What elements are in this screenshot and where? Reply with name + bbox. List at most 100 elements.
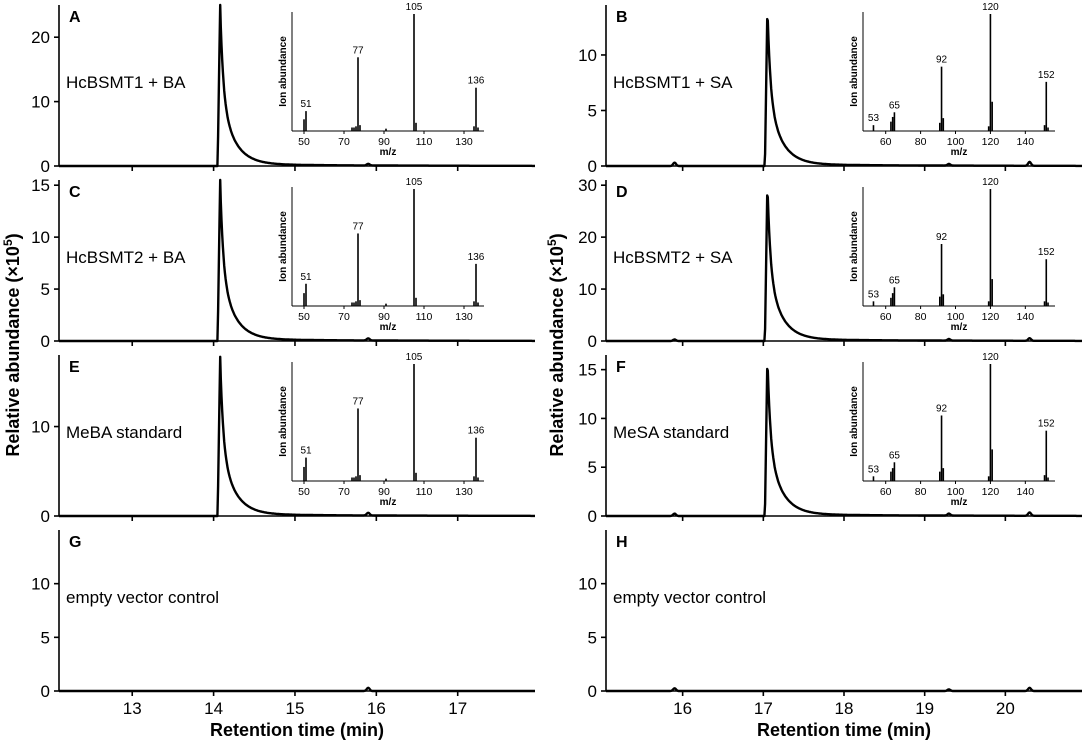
ms-peak-label: 152 xyxy=(1038,247,1055,258)
y-axis-title-left: Relative abundance (×105) xyxy=(1,233,23,456)
y-tick-label: 5 xyxy=(41,280,50,299)
y-axis-title-exponent: 5 xyxy=(545,239,559,246)
mass-spectrum-inset: 50 70 90 110 130 51 77 105 136 Ion abundance m/z xyxy=(278,177,485,333)
ms-x-tick-label: 140 xyxy=(1017,311,1035,323)
sample-label: empty vector control xyxy=(66,588,219,607)
chromatogram-trace xyxy=(605,17,1083,168)
ms-x-tick-label: 50 xyxy=(298,311,310,323)
ms-peak-label: 105 xyxy=(406,2,423,13)
panel-letter: G xyxy=(69,534,81,551)
ms-x-tick-label: 80 xyxy=(915,136,927,148)
ms-y-axis-title: Ion abundance xyxy=(849,386,860,457)
panel-letter: F xyxy=(616,359,626,376)
ms-peak-label: 77 xyxy=(352,396,364,407)
y-tick-label: 10 xyxy=(578,409,597,428)
y-axis-title-exponent: 5 xyxy=(1,239,15,246)
y-tick-label: 15 xyxy=(578,361,597,380)
y-axis-title-main: Relative abundance (×10 xyxy=(547,246,567,457)
ms-x-tick-label: 110 xyxy=(416,486,433,498)
ms-x-axis-title: m/z xyxy=(951,147,968,158)
ms-x-tick-label: 70 xyxy=(338,486,350,498)
y-tick-label: 0 xyxy=(41,332,50,351)
ms-x-tick-label: 80 xyxy=(915,311,927,323)
ms-y-axis-title: Ion abundance xyxy=(278,211,289,282)
y-tick-label: 5 xyxy=(41,628,50,647)
y-tick-label: 10 xyxy=(31,575,50,594)
panel-c: 0 5 10 15 C HcBSMT2 + BA 50 70 90 110 130 51 77 105 13… xyxy=(31,176,536,351)
chromatogram-trace xyxy=(605,367,1083,518)
y-axis-title-close: ) xyxy=(3,233,23,239)
ms-x-tick-label: 70 xyxy=(338,136,350,148)
x-tick-label: 16 xyxy=(367,699,386,718)
y-tick-label: 5 xyxy=(588,628,597,647)
sample-label: MeBA standard xyxy=(66,423,182,442)
x-tick-label: 13 xyxy=(123,699,142,718)
y-tick-label: 0 xyxy=(588,507,597,526)
y-tick-label: 0 xyxy=(41,507,50,526)
ms-x-tick-label: 130 xyxy=(455,136,473,148)
y-tick-label: 0 xyxy=(41,157,50,176)
ms-peak-label: 105 xyxy=(406,352,423,363)
panel-letter: H xyxy=(616,534,628,551)
y-tick-label: 10 xyxy=(578,280,597,299)
ms-x-tick-label: 100 xyxy=(947,136,965,148)
ms-peak-label: 77 xyxy=(352,45,364,56)
y-tick-label: 10 xyxy=(31,93,50,112)
chromatogram-trace xyxy=(605,194,1083,343)
y-tick-label: 30 xyxy=(578,176,597,195)
mass-spectrum-inset: 50 70 90 110 130 51 77 105 136 Ion abundance m/z xyxy=(278,2,485,158)
ms-peak-label: 136 xyxy=(468,76,485,87)
y-tick-label: 0 xyxy=(588,332,597,351)
panel-letter: C xyxy=(69,184,81,201)
ms-x-tick-label: 100 xyxy=(947,486,965,498)
x-tick-label: 15 xyxy=(286,699,305,718)
sample-label: empty vector control xyxy=(613,588,766,607)
sample-label: HcBSMT1 + SA xyxy=(613,73,733,92)
ms-peak-label: 51 xyxy=(300,272,312,283)
ms-peak-label: 51 xyxy=(300,99,312,110)
ms-x-tick-label: 130 xyxy=(455,486,473,498)
ms-x-tick-label: 90 xyxy=(378,311,390,323)
y-axis-title-main: Relative abundance (×10 xyxy=(3,246,23,457)
panel-letter: B xyxy=(616,9,628,26)
ms-peak-label: 51 xyxy=(300,446,312,457)
panel-letter: A xyxy=(69,9,81,26)
ms-peak-label: 92 xyxy=(936,55,948,66)
panel-b: 0 5 10 B HcBSMT1 + SA 60 80 100 120 140 53 65 92 120 1… xyxy=(578,2,1083,176)
y-axis-title-right: Relative abundance (×105) xyxy=(545,233,567,456)
ms-x-tick-label: 50 xyxy=(298,486,310,498)
ms-x-tick-label: 90 xyxy=(378,136,390,148)
ms-peak-label: 120 xyxy=(982,177,999,188)
mass-spectrum-inset: 60 80 100 120 140 53 65 92 120 152 Ion abundance m/… xyxy=(849,352,1055,508)
x-tick-label: 17 xyxy=(754,699,773,718)
y-axis-title-close: ) xyxy=(547,233,567,239)
ms-peak-label: 105 xyxy=(406,177,423,188)
y-tick-label: 5 xyxy=(588,101,597,120)
ms-x-tick-label: 60 xyxy=(880,136,892,148)
ms-x-tick-label: 80 xyxy=(915,486,927,498)
ms-peak-label: 120 xyxy=(982,2,999,13)
ms-x-tick-label: 50 xyxy=(298,136,310,148)
ms-x-tick-label: 100 xyxy=(947,311,965,323)
panel-e: 0 10 E MeBA standard 50 70 90 110 130 51 77 105 136 I… xyxy=(31,352,536,526)
chromatogram-trace xyxy=(58,178,536,343)
panel-a: 0 10 20 A HcBSMT1 + BA 50 70 90 110 130 51 77 105 136… xyxy=(31,2,536,176)
y-tick-label: 20 xyxy=(31,28,50,47)
mass-spectrum-inset: 60 80 100 120 140 53 65 92 120 152 Ion abundance m/… xyxy=(849,2,1055,158)
x-tick-label: 19 xyxy=(915,699,934,718)
ms-y-axis-title: Ion abundance xyxy=(278,386,289,457)
ms-x-tick-label: 70 xyxy=(338,311,350,323)
ms-peak-label: 53 xyxy=(868,289,880,300)
y-tick-label: 20 xyxy=(578,228,597,247)
ms-x-tick-label: 140 xyxy=(1017,486,1035,498)
x-axis-title-left: Retention time (min) xyxy=(210,720,384,740)
ms-x-axis-title: m/z xyxy=(380,322,397,333)
panel-f: 0 5 10 15 F MeSA standard 60 80 100 120 140 53 65 92 1… xyxy=(578,352,1083,526)
sample-label: HcBSMT1 + BA xyxy=(66,73,186,92)
ms-x-tick-label: 90 xyxy=(378,486,390,498)
sample-label: HcBSMT2 + SA xyxy=(613,248,733,267)
mass-spectrum-inset: 50 70 90 110 130 51 77 105 136 Ion abundance m/z xyxy=(278,352,485,508)
